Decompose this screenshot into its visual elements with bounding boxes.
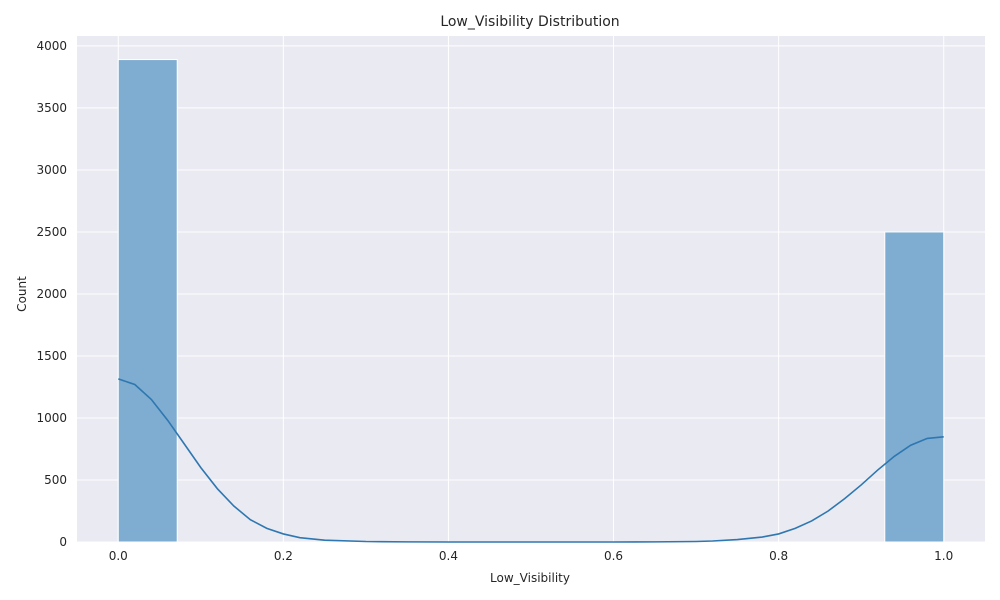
- x-axis-label: Low_Visibility: [490, 571, 570, 585]
- kde-curve: [118, 378, 944, 543]
- y-tick-label: 4000: [36, 39, 67, 53]
- x-tick-label: 0.4: [439, 549, 458, 563]
- histogram-bar: [884, 231, 945, 543]
- y-tick-label: 1500: [36, 349, 67, 363]
- histogram-bar: [117, 59, 178, 543]
- y-axis-ticks: 0 500 1000 1500 2000 2500 3000 3500 4000: [36, 39, 67, 549]
- histogram-bars: [117, 59, 945, 543]
- x-tick-label: 1.0: [934, 549, 953, 563]
- y-tick-label: 0: [59, 535, 67, 549]
- x-tick-label: 0.0: [109, 549, 128, 563]
- y-tick-label: 3000: [36, 163, 67, 177]
- plot-background: [77, 36, 985, 542]
- x-tick-label: 0.6: [604, 549, 623, 563]
- y-tick-label: 3500: [36, 101, 67, 115]
- y-tick-label: 500: [44, 473, 67, 487]
- y-tick-label: 1000: [36, 411, 67, 425]
- y-tick-label: 2500: [36, 225, 67, 239]
- chart-title: Low_Visibility Distribution: [440, 14, 619, 30]
- x-axis-ticks: 0.0 0.2 0.4 0.6 0.8 1.0: [109, 549, 954, 563]
- y-axis-label: Count: [15, 276, 29, 312]
- y-tick-label: 2000: [36, 287, 67, 301]
- x-tick-label: 0.8: [769, 549, 788, 563]
- x-tick-label: 0.2: [274, 549, 293, 563]
